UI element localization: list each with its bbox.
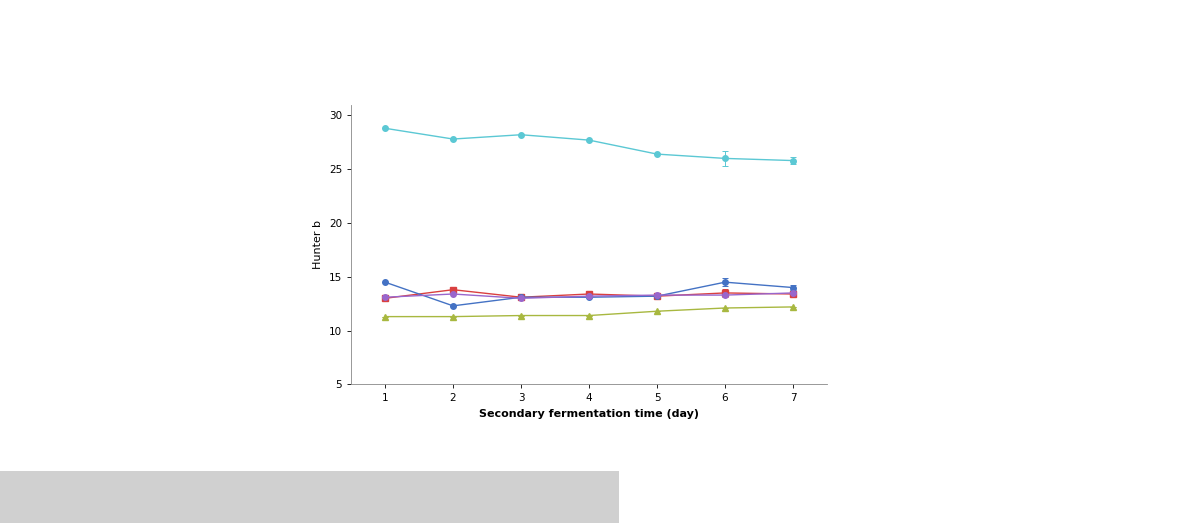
X-axis label: Secondary fermentation time (day): Secondary fermentation time (day) xyxy=(480,409,699,419)
Y-axis label: Hunter b: Hunter b xyxy=(313,220,324,269)
